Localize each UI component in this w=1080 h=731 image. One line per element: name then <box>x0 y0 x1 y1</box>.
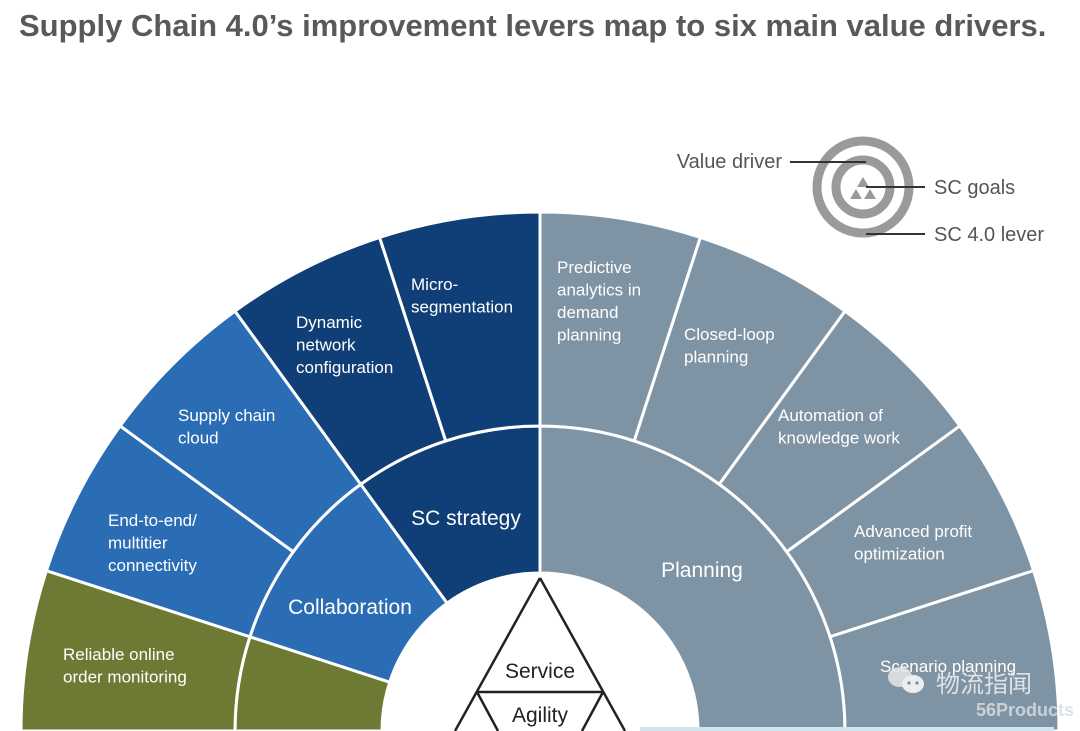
legend-sc-goals: SC goals <box>934 177 1015 199</box>
driver-label: Collaboration <box>288 596 412 619</box>
lever-label: Dynamic <box>296 313 363 332</box>
lever-label: demand <box>557 303 618 322</box>
lever-label: Scenario planning <box>880 657 1016 676</box>
lever-label: Micro- <box>411 275 458 294</box>
labels: Reliable online order monitoring End-to-en… <box>63 258 1016 687</box>
bottom-strip <box>640 727 1054 731</box>
lever-label: Predictive <box>557 258 632 277</box>
lever-label: Advanced profit <box>854 522 972 541</box>
lever-wedge <box>828 568 1061 731</box>
goal-service: Service <box>505 660 575 683</box>
inner-triangle <box>475 691 605 731</box>
lever-label: planning <box>557 326 621 345</box>
lever-label: connectivity <box>108 556 197 575</box>
watermark: 物流指闻 56Products <box>888 667 1074 720</box>
lever-label: cloud <box>178 429 219 448</box>
driver-label: SC strategy <box>411 507 521 530</box>
lever-label: Closed-loop <box>684 325 775 344</box>
lever-label: analytics in <box>557 281 641 300</box>
page-title: Supply Chain 4.0’s improvement levers ma… <box>19 8 1047 43</box>
legend: Value driver SC goals SC 4.0 lever <box>677 136 1044 246</box>
lever-label: segmentation <box>411 298 513 317</box>
lever-label: End-to-end/ <box>108 511 197 530</box>
lever-label: Supply chain <box>178 406 275 425</box>
lever-label: planning <box>684 348 748 367</box>
lever-label: multitier <box>108 534 168 553</box>
legend-sc-lever: SC 4.0 lever <box>934 224 1044 246</box>
lever-label: order monitoring <box>63 668 187 687</box>
wedges <box>19 210 1061 731</box>
sc-goals-triangle <box>453 577 627 731</box>
legend-goals-icon <box>850 177 876 199</box>
lever-label: Reliable online <box>63 645 175 664</box>
watermark-sub: 56Products <box>976 700 1074 720</box>
triangle-outline <box>453 577 627 731</box>
lever-label: network <box>296 336 356 355</box>
legend-value-driver: Value driver <box>677 151 783 173</box>
wechat-icon <box>888 667 924 693</box>
lever-label: knowledge work <box>778 429 900 448</box>
watermark-text: 物流指闻 <box>936 670 1032 698</box>
lever-label: optimization <box>854 545 945 564</box>
goal-agility: Agility <box>512 704 569 727</box>
lever-label: Automation of <box>778 406 883 425</box>
lever-label: configuration <box>296 358 393 377</box>
driver-label: Planning <box>661 559 743 582</box>
